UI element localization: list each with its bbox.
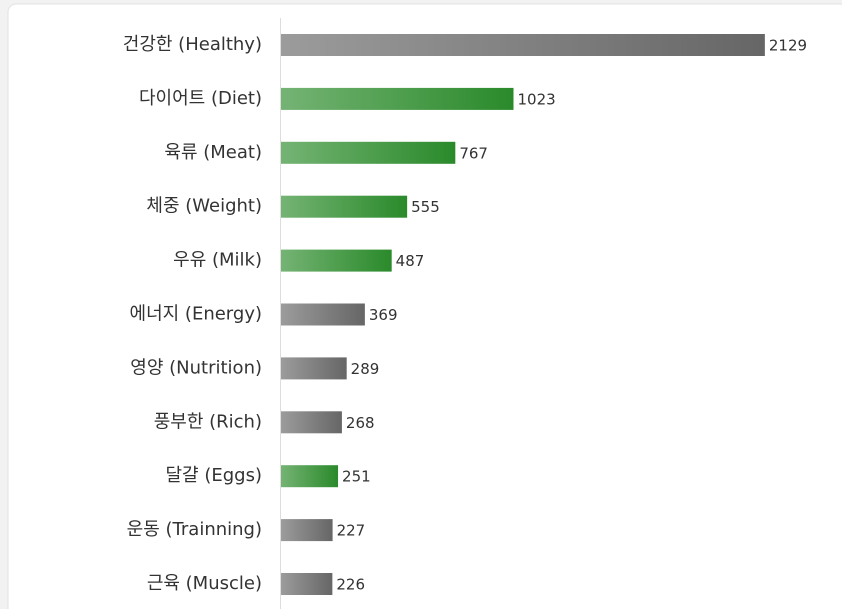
value-label: 2129 (769, 37, 807, 55)
value-label: 227 (337, 522, 366, 540)
value-label: 268 (346, 414, 375, 432)
bar (281, 357, 347, 380)
category-label: 체중 (Weight) (146, 196, 262, 217)
category-label: 우유 (Milk) (173, 250, 262, 271)
bar (281, 141, 456, 164)
bar (281, 249, 392, 272)
bar (281, 465, 339, 488)
value-label: 369 (369, 306, 398, 324)
category-label: 육류 (Meat) (164, 142, 262, 163)
category-label: 건강한 (Healthy) (123, 34, 262, 55)
bar (281, 34, 765, 56)
category-label: 영양 (Nutrition) (130, 357, 262, 378)
category-label: 에너지 (Energy) (130, 304, 262, 325)
value-label: 555 (411, 198, 440, 216)
value-label: 226 (336, 576, 365, 594)
bar (281, 303, 365, 326)
category-label: 운동 (Trainning) (127, 519, 262, 540)
category-label: 다이어트 (Diet) (139, 88, 262, 109)
bar (281, 573, 333, 595)
value-label: 767 (459, 144, 488, 162)
card (7, 3, 842, 609)
category-label: 근육 (Muscle) (147, 573, 262, 594)
category-label: 풍부한 (Rich) (154, 411, 262, 432)
bar (281, 195, 408, 218)
category-label: 달걀 (Eggs) (166, 465, 263, 486)
value-label: 251 (342, 468, 371, 486)
value-label: 1023 (518, 90, 556, 108)
value-label: 289 (351, 360, 380, 378)
bar (281, 411, 342, 434)
bar (281, 87, 514, 110)
value-label: 487 (396, 252, 425, 270)
bar (281, 519, 333, 542)
